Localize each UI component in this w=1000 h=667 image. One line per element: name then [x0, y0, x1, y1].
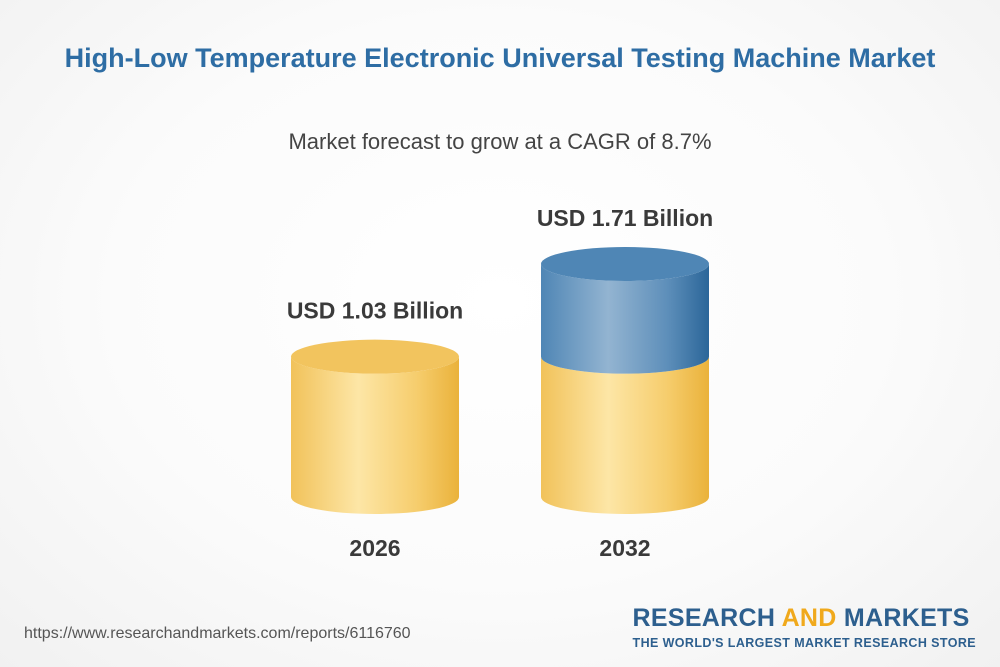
bar-2026-body: [291, 356, 459, 514]
value-label-2032: USD 1.71 Billion: [537, 205, 713, 231]
bar-2032-growth-segment: [541, 264, 709, 374]
brand-tagline: THE WORLD'S LARGEST MARKET RESEARCH STOR…: [632, 636, 976, 650]
value-label-2026: USD 1.03 Billion: [287, 298, 463, 324]
chart-subtitle: Market forecast to grow at a CAGR of 8.7…: [288, 129, 712, 154]
source-url[interactable]: https://www.researchandmarkets.com/repor…: [24, 625, 411, 642]
brand-logo: RESEARCH AND MARKETS THE WORLD'S LARGEST…: [633, 604, 976, 651]
chart-title: High-Low Temperature Electronic Universa…: [64, 43, 936, 73]
category-label-2026: 2026: [349, 535, 400, 561]
category-label-2032: 2032: [599, 535, 650, 561]
brand-name: RESEARCH AND MARKETS: [632, 604, 970, 632]
bar-2032-base-segment: [541, 356, 709, 514]
bar-2032-top: [541, 247, 709, 281]
bar-2026-top: [291, 339, 459, 374]
